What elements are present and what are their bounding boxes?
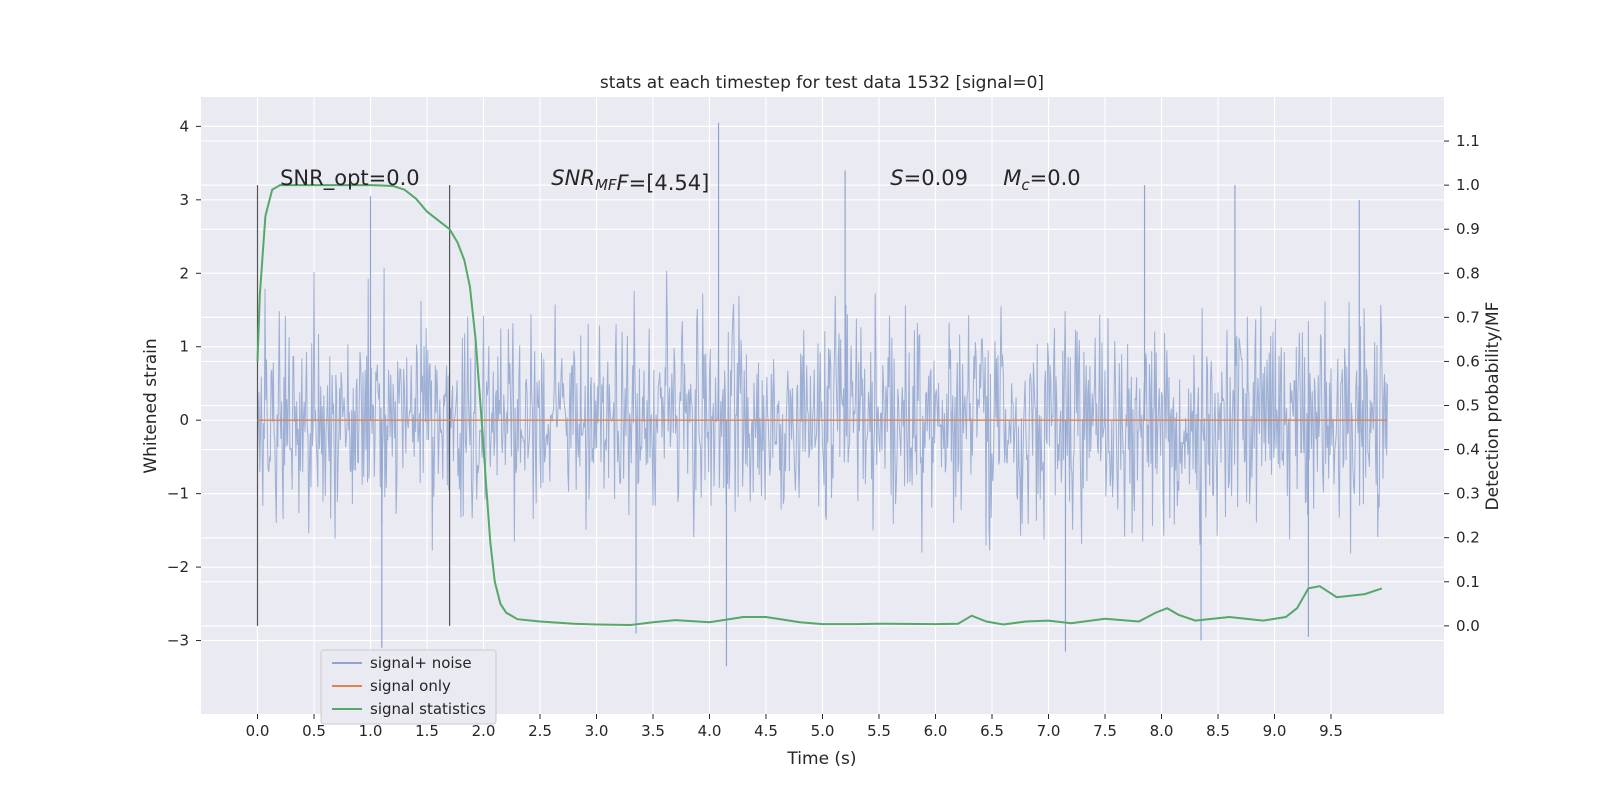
annotations: SNR_opt=0.0 SNRMFF=[4.54] S=0.09 Mc=0.0 bbox=[280, 166, 1081, 195]
x-tick-label: 4.0 bbox=[698, 722, 722, 740]
y2-tick-label: 0.9 bbox=[1456, 220, 1480, 238]
x-tick-label: 5.5 bbox=[867, 722, 891, 740]
x-tick-label: 6.5 bbox=[980, 722, 1004, 740]
y-tick-label: −1 bbox=[167, 485, 189, 503]
legend-label-signal-statistics: signal statistics bbox=[370, 700, 486, 718]
x-axis-label: Time (s) bbox=[786, 749, 856, 769]
x-tick-label: 7.0 bbox=[1037, 722, 1061, 740]
x-tick-label: 3.5 bbox=[641, 722, 665, 740]
y-tick-label: 1 bbox=[179, 338, 189, 356]
y2-tick-label: 0.8 bbox=[1456, 264, 1480, 282]
series-signal-noise bbox=[257, 122, 1388, 667]
x-tick-label: 4.5 bbox=[754, 722, 778, 740]
y-tick-label: −3 bbox=[167, 632, 189, 650]
x-tick-label: 2.0 bbox=[472, 722, 496, 740]
x-tick-label: 0.5 bbox=[302, 722, 326, 740]
y2-tick-label: 0.1 bbox=[1456, 573, 1480, 591]
y2-axis-label: Detection probability/MF bbox=[1483, 302, 1503, 511]
x-tick-label: 7.5 bbox=[1093, 722, 1117, 740]
x-tick-label: 0.0 bbox=[246, 722, 270, 740]
x-tick-label: 9.5 bbox=[1319, 722, 1343, 740]
y-tick-label: 2 bbox=[179, 264, 189, 282]
legend-label-signal-only: signal only bbox=[370, 677, 451, 695]
chart-title: stats at each timestep for test data 153… bbox=[600, 73, 1044, 93]
y2-tick-label: 0.3 bbox=[1456, 485, 1480, 503]
x-tick-label: 1.5 bbox=[415, 722, 439, 740]
x-tick-label: 1.0 bbox=[359, 722, 383, 740]
y2-tick-label: 0.5 bbox=[1456, 397, 1480, 415]
y2-tick-label: 1.1 bbox=[1456, 132, 1480, 150]
y2-tick-label: 0.0 bbox=[1456, 617, 1480, 635]
signal-statistics-line bbox=[256, 184, 1383, 627]
x-tick-label: 3.0 bbox=[585, 722, 609, 740]
x-tick-label: 6.0 bbox=[924, 722, 948, 740]
vertical-markers bbox=[256, 185, 451, 626]
y2-tick-label: 0.7 bbox=[1456, 308, 1480, 326]
legend-box bbox=[320, 649, 497, 725]
y2-axis-ticks: 1.1 1.0 0.9 0.8 0.7 0.6 0.5 0.4 0.3 0.2 0.1 0.0 bbox=[1444, 132, 1480, 635]
noise-trace bbox=[257, 267, 1388, 554]
annotation-3: Mc=0.0 bbox=[1003, 166, 1080, 194]
y2-tick-label: 0.6 bbox=[1456, 352, 1480, 370]
y-tick-label: 4 bbox=[179, 117, 189, 135]
legend: signal+ noise signal only signal statist… bbox=[320, 649, 497, 725]
y-tick-label: 3 bbox=[179, 191, 189, 209]
x-tick-label: 5.0 bbox=[811, 722, 835, 740]
legend-label-signal-noise: signal+ noise bbox=[370, 654, 472, 672]
y-tick-label: 0 bbox=[179, 411, 189, 429]
series-lines bbox=[256, 184, 1388, 627]
y2-tick-label: 0.2 bbox=[1456, 529, 1480, 547]
x-tick-label: 8.5 bbox=[1206, 722, 1230, 740]
annotation-1: SNRMFF=[4.54] bbox=[551, 166, 709, 195]
x-axis-ticks: 0.0 0.5 1.0 1.5 2.0 2.5 3.0 3.5 4.0 4.5 5.0 5.5 6.0 6… bbox=[246, 714, 1343, 740]
y2-tick-label: 1.0 bbox=[1456, 176, 1480, 194]
annotation-0: SNR_opt=0.0 bbox=[280, 166, 420, 191]
x-tick-label: 9.0 bbox=[1263, 722, 1287, 740]
y-axis-ticks: 4 3 2 1 0 −1 −2 −3 bbox=[167, 117, 201, 650]
x-tick-label: 2.5 bbox=[528, 722, 552, 740]
y2-tick-label: 0.4 bbox=[1456, 441, 1480, 459]
x-tick-label: 8.0 bbox=[1150, 722, 1174, 740]
y-axis-label: Whitened strain bbox=[141, 338, 161, 473]
y-tick-label: −2 bbox=[167, 558, 189, 576]
annotation-2: S=0.09 bbox=[890, 166, 968, 190]
